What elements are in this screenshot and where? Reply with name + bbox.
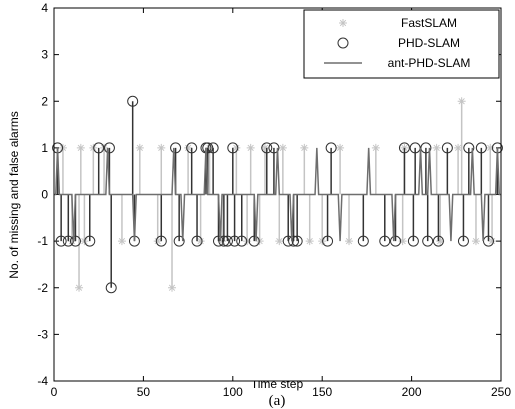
y-tick-label: 4 — [41, 1, 48, 15]
marker-circle — [173, 235, 185, 247]
y-tick-label: 0 — [41, 188, 48, 202]
y-axis-label: No. of missing and false alarms — [7, 111, 21, 278]
marker-asterisk — [275, 237, 284, 246]
marker-circle — [288, 235, 300, 247]
marker-circle — [475, 142, 487, 154]
y-tick-label: 1 — [41, 141, 48, 155]
y-tick-label: -3 — [37, 327, 48, 341]
x-tick-label: 50 — [137, 385, 151, 399]
marker-asterisk — [196, 237, 205, 246]
marker-asterisk — [300, 143, 309, 152]
marker-circle — [207, 142, 219, 154]
x-tick-label: 250 — [491, 385, 511, 399]
marker-asterisk — [153, 237, 162, 246]
marker-circle — [84, 235, 96, 247]
marker-circle — [357, 235, 369, 247]
marker-asterisk — [75, 283, 84, 292]
x-tick-label: 150 — [312, 385, 332, 399]
marker-circle — [221, 235, 233, 247]
marker-asterisk — [457, 97, 466, 106]
marker-asterisk — [436, 237, 445, 246]
marker-asterisk — [336, 143, 345, 152]
x-tick-label: 100 — [223, 385, 243, 399]
marker-circle — [186, 142, 198, 154]
marker-asterisk — [135, 143, 144, 152]
marker-asterisk — [345, 237, 354, 246]
caption: (a) — [269, 393, 286, 409]
marker-circle — [325, 142, 337, 154]
x-tick-label: 200 — [402, 385, 422, 399]
marker-circle — [457, 235, 469, 247]
marker-asterisk — [486, 143, 495, 152]
y-tick-label: -1 — [37, 234, 48, 248]
marker-asterisk — [76, 143, 85, 152]
legend-label: PHD-SLAM — [398, 36, 460, 50]
y-tick-label: -4 — [37, 374, 48, 388]
marker-asterisk — [67, 237, 76, 246]
marker-circle — [229, 235, 241, 247]
marker-asterisk — [117, 237, 126, 246]
marker-asterisk — [205, 143, 214, 152]
marker-asterisk — [488, 237, 497, 246]
marker-circle — [191, 235, 203, 247]
marker-asterisk — [232, 143, 241, 152]
marker-circle — [261, 142, 273, 154]
y-tick-label: -2 — [37, 281, 48, 295]
marker-circle — [93, 142, 105, 154]
marker-circle — [337, 37, 349, 49]
legend-box — [303, 9, 500, 79]
legend-label: ant-PHD-SLAM — [388, 56, 471, 70]
marker-circle — [432, 235, 444, 247]
marker-asterisk — [471, 237, 480, 246]
marker-circle — [407, 235, 419, 247]
marker-circle — [441, 142, 453, 154]
marker-circle — [69, 235, 81, 247]
marker-circle — [170, 142, 182, 154]
marker-circle — [236, 235, 248, 247]
marker-circle — [227, 142, 239, 154]
marker-circle — [55, 235, 67, 247]
marker-asterisk — [260, 143, 269, 152]
axes-box — [53, 7, 502, 382]
y-tick-label: 2 — [41, 94, 48, 108]
stem-series — [58, 97, 497, 292]
marker-asterisk — [305, 237, 314, 246]
marker-asterisk — [371, 143, 380, 152]
marker-asterisk — [432, 143, 441, 152]
marker-circle — [218, 235, 230, 247]
marker-asterisk — [157, 143, 166, 152]
legend: FastSLAM PHD-SLAM ant-PHD-SLAM — [303, 9, 500, 79]
stem-series — [52, 95, 503, 294]
marker-circle — [103, 142, 115, 154]
marker-circle — [379, 235, 391, 247]
y-tick-label: 3 — [41, 48, 48, 62]
marker-circle — [390, 235, 402, 247]
marker-asterisk — [454, 143, 463, 152]
marker-asterisk — [184, 143, 193, 152]
marker-circle — [398, 142, 410, 154]
marker-circle — [268, 142, 280, 154]
marker-circle — [422, 235, 434, 247]
marker-circle — [463, 142, 475, 154]
marker-asterisk — [168, 283, 177, 292]
marker-circle — [322, 235, 334, 247]
legend-label: FastSLAM — [401, 16, 457, 30]
marker-circle — [155, 235, 167, 247]
marker-circle — [127, 95, 139, 107]
marker-asterisk — [398, 237, 407, 246]
marker-circle — [105, 282, 117, 294]
x-tick-label: 0 — [51, 385, 58, 399]
marker-asterisk — [246, 143, 255, 152]
marker-asterisk — [278, 143, 287, 152]
line — [54, 147, 501, 242]
marker-circle — [248, 235, 260, 247]
marker-asterisk — [339, 19, 347, 27]
